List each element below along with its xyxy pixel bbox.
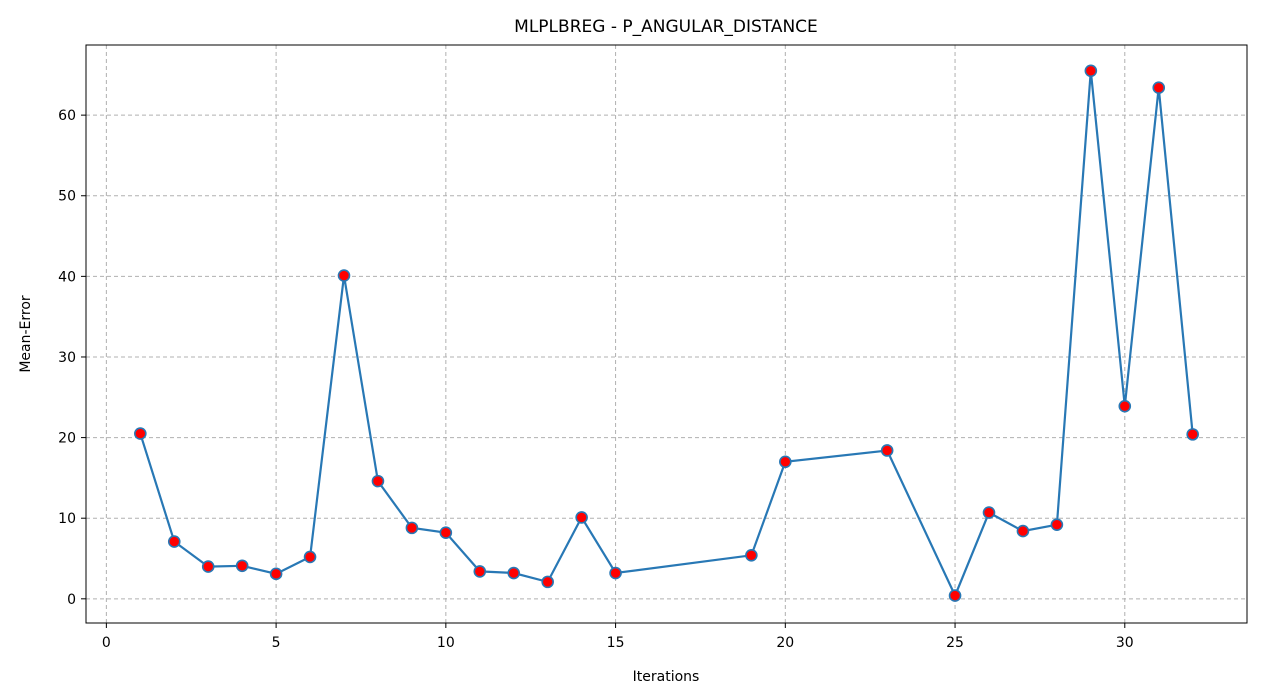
data-point [880, 444, 894, 457]
plot-frame [85, 44, 1248, 624]
data-point [371, 474, 385, 488]
data-point [1016, 524, 1030, 538]
data-point [439, 526, 453, 540]
y-axis-ticks: 0 10 20 30 40 50 60 [58, 108, 86, 608]
data-point [948, 589, 962, 602]
x-tick-label: 5 [272, 635, 281, 651]
data-point [201, 560, 215, 573]
x-tick-label: 25 [946, 635, 964, 651]
y-tick-label: 40 [58, 269, 76, 285]
x-tick-label: 15 [607, 635, 625, 651]
y-axis-label: Mean-Error [18, 295, 34, 373]
grid [86, 45, 1247, 623]
y-tick-label: 30 [58, 350, 76, 366]
data-point [1118, 399, 1132, 413]
data-point [1050, 518, 1064, 531]
y-tick-label: 60 [58, 108, 76, 124]
data-point [134, 427, 147, 440]
data-point [982, 506, 996, 519]
x-axis-label: Iterations [633, 669, 700, 685]
data-point [473, 565, 487, 578]
y-tick-label: 20 [58, 431, 76, 447]
series-markers [134, 64, 1199, 602]
data-point [745, 548, 758, 562]
data-point [405, 521, 419, 535]
x-axis-ticks: 0 5 10 15 20 25 30 [102, 623, 1134, 651]
data-point [779, 455, 792, 469]
data-point [1186, 428, 1199, 441]
y-tick-label: 10 [58, 511, 76, 527]
data-point [609, 566, 622, 580]
data-point [167, 535, 181, 548]
y-tick-label: 50 [58, 189, 76, 205]
y-tick-label: 0 [67, 592, 76, 608]
x-tick-label: 0 [102, 635, 111, 651]
data-point [337, 269, 351, 282]
data-point [507, 566, 521, 580]
data-point [541, 575, 554, 589]
data-point [1152, 81, 1166, 95]
x-tick-label: 30 [1116, 635, 1134, 651]
data-point [303, 550, 317, 564]
series-line [139, 70, 1194, 599]
x-tick-label: 10 [437, 635, 455, 651]
data-point [575, 511, 588, 524]
x-tick-label: 20 [776, 635, 794, 651]
data-point [269, 567, 283, 581]
data-point [235, 559, 249, 573]
data-point [1084, 64, 1098, 78]
chart-title: MLPLBREG - P_ANGULAR_DISTANCE [514, 17, 818, 37]
